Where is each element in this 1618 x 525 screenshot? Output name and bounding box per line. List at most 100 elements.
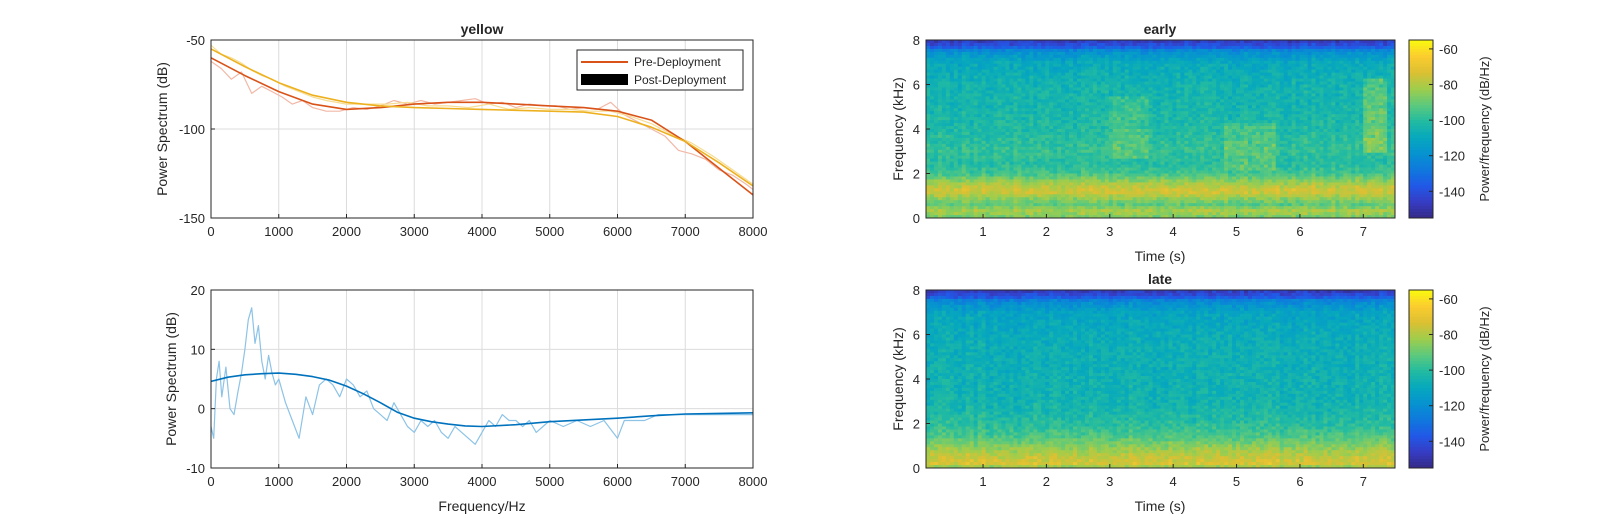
spectrogram-cell — [1204, 51, 1209, 56]
spectrogram-cell — [1247, 137, 1253, 142]
spectrogram-cell — [1224, 215, 1229, 219]
spectrogram-cell — [1025, 173, 1030, 177]
spectrogram-cell — [941, 129, 947, 133]
spectrogram-cell — [1180, 164, 1185, 168]
spectrogram-cell — [1156, 188, 1161, 192]
spectrogram-cell — [1100, 152, 1106, 157]
x-tick-label: 6000 — [603, 224, 632, 239]
spectrogram-cell — [929, 45, 935, 50]
spectrogram-cell — [1025, 78, 1030, 82]
spectrogram-cell — [1104, 137, 1110, 142]
spectrogram-cell — [1108, 84, 1114, 88]
spectrogram-cell — [937, 63, 943, 68]
spectrogram-cell — [1009, 117, 1014, 121]
spectrogram-cell — [1092, 129, 1098, 133]
spectrogram-cell — [969, 194, 975, 198]
spectrogram-cell — [1128, 134, 1134, 139]
spectrogram-cell — [1116, 179, 1122, 183]
spectrogram-cell — [1029, 129, 1034, 133]
spectrogram-cell — [937, 191, 943, 195]
spectrogram-cell — [1013, 206, 1018, 210]
spectrogram-cell — [1021, 167, 1026, 171]
x-tick-label: 4000 — [468, 474, 497, 489]
spectrogram-cell — [1057, 126, 1062, 130]
spectrogram-cell — [1247, 123, 1253, 127]
spectrogram-cell — [953, 170, 959, 174]
spectrogram-cell — [1164, 143, 1169, 148]
spectrogram-cell — [937, 143, 943, 148]
spectrogram-cell — [1192, 117, 1197, 121]
spectrogram-cell — [1220, 209, 1225, 213]
spectrogram-cell — [1104, 143, 1110, 148]
spectrogram-cell — [1180, 149, 1185, 154]
spectrogram-cell — [1041, 78, 1046, 82]
spectrogram-cell — [1065, 75, 1070, 79]
spectrogram-cell — [1077, 90, 1082, 94]
spectrogram-cell — [1200, 173, 1205, 177]
spectrogram-cell — [1136, 42, 1142, 47]
spectrogram-cell — [1144, 75, 1149, 79]
spectrogram-cell — [1041, 200, 1046, 204]
spectrogram-cell — [1108, 129, 1114, 133]
spectrogram-cell — [1136, 161, 1142, 165]
spectrogram-cell — [1029, 69, 1034, 74]
spectrogram-cell — [957, 51, 963, 56]
spectrogram-cell — [1120, 134, 1126, 139]
spectrogram-cell — [1148, 170, 1153, 174]
spectrogram-cell — [933, 146, 939, 151]
spectrogram-cell — [1073, 170, 1078, 174]
spectrogram-cell — [1025, 131, 1030, 136]
spectrogram-cell — [1017, 191, 1022, 195]
spectrogram-cell — [1084, 155, 1090, 160]
spectrogram-cell — [1073, 179, 1078, 183]
spectrogram-cell — [965, 203, 971, 207]
spectrogram-cell — [1112, 137, 1118, 142]
spectrogram-cell — [1196, 158, 1201, 163]
spectrogram-cell — [1156, 137, 1161, 142]
spectrogram-cell — [1128, 194, 1134, 198]
spectrogram-cell — [1073, 69, 1078, 74]
spectrogram-cell — [1037, 48, 1042, 53]
spectrogram-cell — [993, 108, 998, 112]
spectrogram-cell — [1116, 105, 1122, 109]
spectrogram-cell — [1156, 123, 1161, 127]
spectrogram-cell — [1096, 200, 1102, 204]
spectrogram-cell — [1144, 108, 1149, 112]
spectrogram-cell — [1084, 164, 1090, 168]
spectrogram-cell — [957, 120, 963, 124]
spectrogram-cell — [1009, 87, 1014, 91]
spectrogram-cell — [1041, 188, 1046, 192]
spectrogram-cell — [1001, 167, 1006, 171]
spectrogram-cell — [969, 51, 975, 56]
spectrogram-cell — [997, 215, 1002, 219]
spectrogram-cell — [1001, 179, 1006, 183]
spectrogram-cell — [957, 194, 963, 198]
spectrogram-cell — [1176, 194, 1181, 198]
spectrogram-cell — [1037, 206, 1042, 210]
spectrogram-cell — [1057, 120, 1062, 124]
spectrogram-cell — [1001, 51, 1006, 56]
spectrogram-cell — [985, 176, 990, 180]
spectrogram-cell — [1160, 84, 1165, 88]
y-tick-label: 0 — [198, 402, 205, 417]
spectrogram-cell — [1073, 81, 1078, 85]
spectrogram-cell — [993, 75, 998, 79]
spectrogram-cell — [1088, 206, 1094, 210]
spectrogram-cell — [1148, 114, 1153, 118]
spectrogram-cell — [1112, 164, 1118, 168]
spectrogram-cell — [1013, 45, 1018, 50]
spectrogram-cell — [1096, 134, 1102, 139]
spectrogram-cell — [1092, 78, 1098, 82]
spectrogram-cell — [1152, 146, 1157, 151]
spectrogram-cell — [1065, 140, 1070, 145]
spectrogram-cell — [965, 108, 971, 112]
spectrogram-cell — [1148, 40, 1153, 44]
spectrogram-cell — [1132, 117, 1138, 121]
spectrogram-cell — [1136, 155, 1142, 160]
spectrogram-cell — [1140, 134, 1145, 139]
spectrogram-cell — [949, 72, 955, 76]
spectrogram-cell — [1192, 126, 1197, 130]
spectrogram-cell — [1112, 63, 1118, 68]
spectrogram-cell — [1148, 182, 1153, 186]
spectrogram-cell — [945, 179, 951, 183]
